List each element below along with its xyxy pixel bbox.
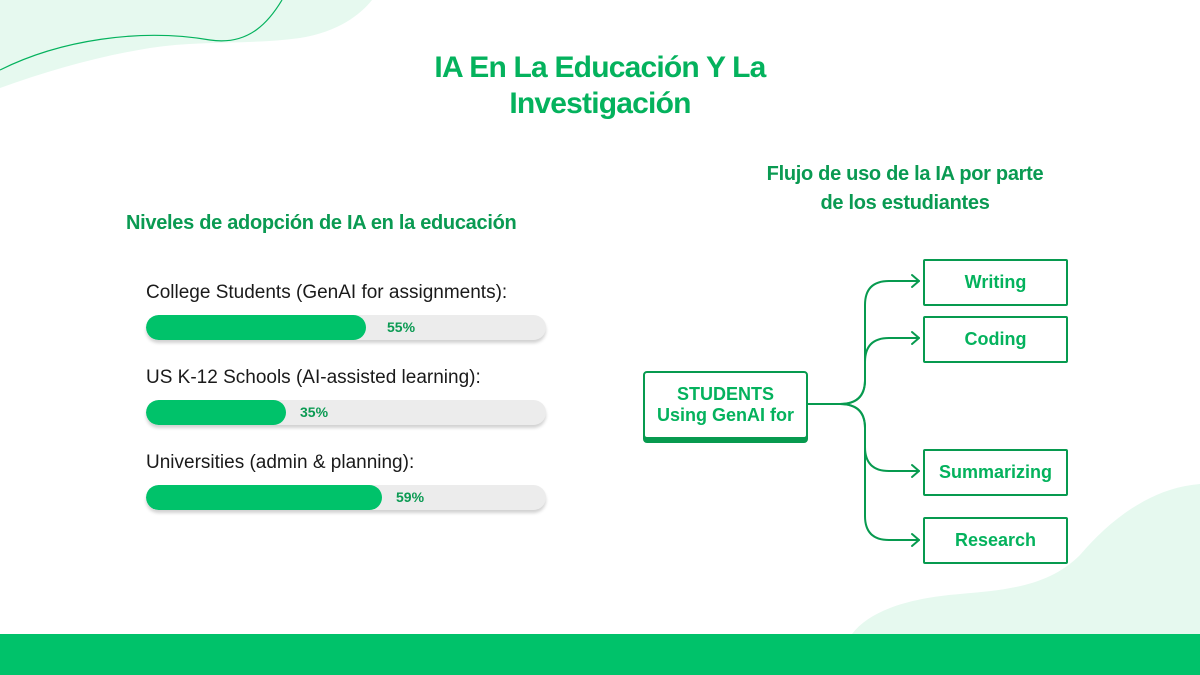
progress-fill-college <box>146 315 366 340</box>
adoption-label-universities: Universities (admin & planning): <box>146 452 415 473</box>
progress-fill-universities <box>146 485 382 510</box>
connector-to-research <box>839 403 920 541</box>
progress-percent-universities: 59% <box>396 489 425 505</box>
flow-node-writing: Writing <box>923 259 1068 306</box>
students-node-line-1: STUDENTS <box>676 384 774 404</box>
page-title: IA En La Educación Y La Investigación <box>300 50 900 122</box>
connector-to-coding <box>839 337 920 405</box>
page-title-line-1: IA En La Educación Y La <box>434 51 766 84</box>
progress-track-k12: 35% <box>146 400 546 425</box>
connector-to-summarizing <box>839 403 920 472</box>
footer-bar <box>0 634 1200 675</box>
connector-to-writing <box>805 280 920 405</box>
progress-percent-k12: 35% <box>300 404 329 420</box>
flow-heading-line-1: Flujo de uso de la IA por parte <box>766 163 1044 185</box>
adoption-section-heading: Niveles de adopción de IA en la educació… <box>126 212 517 234</box>
progress-fill-k12 <box>146 400 286 425</box>
flow-node-summarizing: Summarizing <box>923 449 1068 496</box>
progress-percent-college: 55% <box>387 319 416 335</box>
flow-node-research: Research <box>923 517 1068 564</box>
arrowhead-coding <box>911 331 920 345</box>
flow-node-coding: Coding <box>923 316 1068 363</box>
adoption-label-k12: US K-12 Schools (AI-assisted learning): <box>146 367 481 388</box>
flow-heading-line-2: de los estudiantes <box>820 192 990 214</box>
flow-section-heading: Flujo de uso de la IA por parte de los e… <box>715 160 1095 218</box>
arrowhead-summarizing <box>911 464 920 478</box>
students-node-line-2: Using GenAI for <box>656 405 794 425</box>
arrowhead-research <box>911 533 920 547</box>
progress-track-universities: 59% <box>146 485 546 510</box>
arrowhead-writing <box>911 274 920 288</box>
adoption-label-college: College Students (GenAI for assignments)… <box>146 282 508 303</box>
students-source-node: STUDENTS Using GenAI for <box>643 371 808 439</box>
page-title-line-2: Investigación <box>509 87 691 120</box>
progress-track-college: 55% <box>146 315 546 340</box>
